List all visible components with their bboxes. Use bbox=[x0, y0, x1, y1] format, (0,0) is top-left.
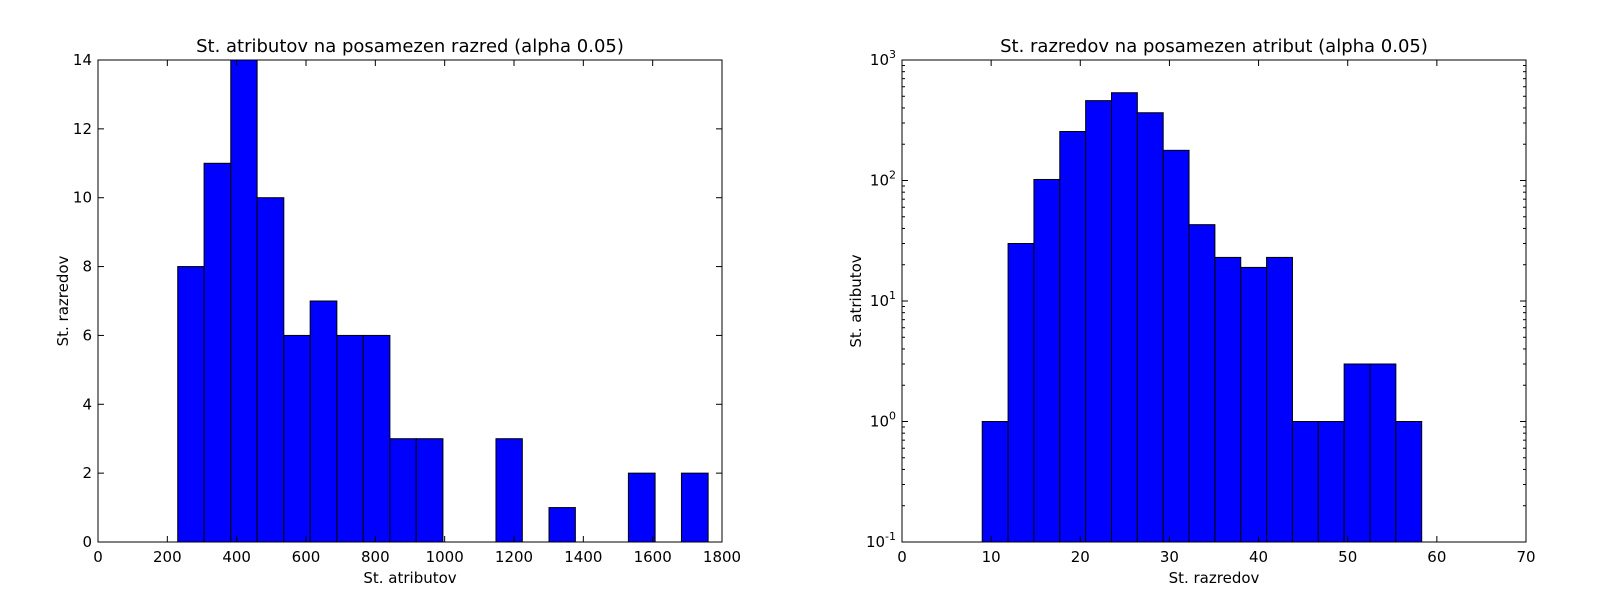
x-tick-label: 0 bbox=[93, 548, 103, 566]
histogram-bar bbox=[1085, 100, 1112, 543]
y-tick-label: 100 bbox=[870, 410, 896, 431]
histogram-bar bbox=[627, 472, 656, 543]
histogram-bar bbox=[256, 197, 285, 543]
y-tick-label: 4 bbox=[82, 395, 92, 413]
histogram-bar bbox=[1240, 266, 1268, 543]
histogram-bar bbox=[1162, 149, 1190, 543]
x-tick-label: 400 bbox=[222, 548, 251, 566]
histogram-bar bbox=[1369, 363, 1397, 543]
histogram-bar bbox=[1007, 243, 1035, 543]
x-tick-label: 800 bbox=[361, 548, 390, 566]
x-tick-label: 50 bbox=[1338, 548, 1357, 566]
histogram-bar bbox=[1266, 256, 1293, 543]
y-tick-label: 102 bbox=[870, 169, 896, 190]
histogram-bar bbox=[362, 334, 391, 543]
histogram-bar bbox=[283, 334, 311, 543]
x-tick-label: 1400 bbox=[564, 548, 602, 566]
y-tick-label: 101 bbox=[870, 289, 896, 310]
histogram-bar bbox=[1110, 92, 1138, 543]
y-tick-label: 0 bbox=[82, 533, 92, 551]
histogram-bar bbox=[1214, 256, 1242, 543]
histogram-bar bbox=[203, 162, 232, 543]
y-tick-label: 8 bbox=[82, 258, 92, 276]
x-tick-label: 0 bbox=[897, 548, 907, 566]
chart-title: St. atributov na posamezen razred (alpha… bbox=[196, 36, 624, 57]
x-tick-label: 1800 bbox=[703, 548, 741, 566]
y-tick-label: 103 bbox=[870, 48, 896, 69]
x-tick-label: 30 bbox=[1160, 548, 1179, 566]
histogram-bar bbox=[309, 300, 338, 543]
bars-group bbox=[981, 92, 1423, 543]
x-tick-label: 70 bbox=[1516, 548, 1535, 566]
y-tick-label: 14 bbox=[73, 51, 92, 69]
ticks-group: 0 200 400 600 800 1000 1200 1400 1600 1800 0 2 4 6 8 10… bbox=[73, 51, 741, 566]
histogram-bar bbox=[1136, 112, 1164, 543]
histogram-bar bbox=[1343, 363, 1371, 543]
chart-classes-per-attribute: St. razredov na posamezen atribut (alpha… bbox=[847, 36, 1536, 587]
histogram-bar bbox=[1317, 421, 1345, 543]
y-tick-label: 2 bbox=[82, 464, 92, 482]
histogram-bar bbox=[389, 438, 417, 543]
y-axis-label: St. atributov bbox=[847, 254, 865, 347]
histogram-bar bbox=[230, 59, 258, 543]
histogram-bar bbox=[1395, 421, 1423, 543]
histogram-bar bbox=[177, 266, 205, 543]
x-axis-label: St. atributov bbox=[363, 569, 456, 587]
x-tick-label: 200 bbox=[153, 548, 182, 566]
bars-group bbox=[177, 59, 709, 543]
histogram-bar bbox=[1291, 421, 1319, 543]
histogram-bar bbox=[548, 507, 576, 543]
x-axis-label: St. razredov bbox=[1169, 569, 1260, 587]
y-axis-label: St. razredov bbox=[54, 255, 72, 346]
x-tick-label: 40 bbox=[1249, 548, 1268, 566]
chart-attributes-per-class: St. atributov na posamezen razred (alpha… bbox=[54, 36, 741, 587]
x-tick-label: 20 bbox=[1071, 548, 1090, 566]
y-tick-label: 10 bbox=[73, 189, 92, 207]
histogram-bar bbox=[1059, 131, 1087, 543]
x-tick-label: 10 bbox=[982, 548, 1001, 566]
histogram-bar bbox=[680, 472, 709, 543]
y-tick-label: 6 bbox=[82, 326, 92, 344]
x-tick-label: 1600 bbox=[634, 548, 672, 566]
y-tick-label: 10-1 bbox=[866, 530, 896, 551]
ticks-group: 0 10 20 30 40 50 60 70 10-1 100 101 102 103 bbox=[866, 48, 1536, 566]
x-tick-label: 1200 bbox=[495, 548, 533, 566]
histogram-bar bbox=[415, 438, 444, 543]
y-tick-label: 12 bbox=[73, 120, 92, 138]
histogram-bar bbox=[336, 334, 364, 543]
histogram-bar bbox=[1188, 224, 1216, 543]
plot-frame bbox=[97, 59, 723, 543]
x-tick-label: 60 bbox=[1427, 548, 1446, 566]
chart-title: St. razredov na posamezen atribut (alpha… bbox=[1000, 36, 1428, 57]
x-tick-label: 600 bbox=[292, 548, 321, 566]
x-tick-label: 1000 bbox=[426, 548, 464, 566]
histogram-bar bbox=[495, 438, 523, 543]
histogram-bar bbox=[1033, 178, 1061, 543]
histogram-bar bbox=[981, 421, 1009, 543]
